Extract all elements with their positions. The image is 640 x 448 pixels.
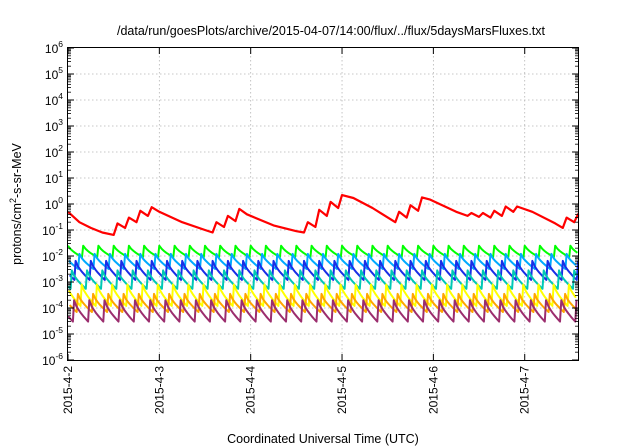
x-axis-label: Coordinated Universal Time (UTC) — [227, 432, 419, 446]
y-tick-label: 10-6 — [42, 351, 63, 368]
y-tick-label: 10-5 — [42, 325, 63, 342]
y-axis-label: protons/cm2-s-sr-MeV — [8, 142, 24, 264]
x-tick-label: 2015-4-2 — [61, 366, 75, 414]
x-tick-label: 2015-4-7 — [518, 366, 532, 414]
y-tick-label: 102 — [45, 143, 63, 160]
x-tick-label: 2015-4-3 — [152, 366, 166, 414]
y-tick-label: 101 — [45, 169, 63, 186]
series-line-8 — [67, 299, 578, 323]
x-tick-label: 2015-4-6 — [426, 366, 440, 414]
series-line-1 — [67, 194, 580, 236]
series-line-3 — [68, 252, 577, 270]
series-line-7 — [68, 292, 578, 313]
y-tick-label: 10-3 — [42, 273, 63, 290]
y-axis-ticks: 10-6 10-5 10-4 10-3 10-2 10-1 100 101 102 103 104 1… — [42, 39, 578, 368]
y-tick-label: 106 — [45, 39, 63, 56]
series-line-4 — [68, 259, 579, 281]
y-tick-label: 10-2 — [42, 247, 63, 264]
y-tick-label: 105 — [45, 65, 63, 82]
y-tick-label: 104 — [45, 91, 63, 108]
y-tick-label: 100 — [45, 195, 63, 212]
y-tick-label: 10-1 — [42, 221, 63, 238]
data-series — [67, 194, 580, 323]
chart-title: /data/run/goesPlots/archive/2015-04-07/1… — [117, 24, 546, 38]
grid-lines — [68, 48, 578, 360]
x-tick-label: 2015-4-5 — [335, 366, 349, 414]
y-tick-label: 103 — [45, 117, 63, 134]
x-tick-label: 2015-4-4 — [244, 366, 258, 414]
plot-frame — [67, 47, 579, 361]
x-axis-ticks: 2015-4-2 2015-4-3 2015-4-4 2015-4-5 2015-4-6… — [61, 48, 532, 414]
y-tick-label: 10-4 — [42, 299, 63, 316]
